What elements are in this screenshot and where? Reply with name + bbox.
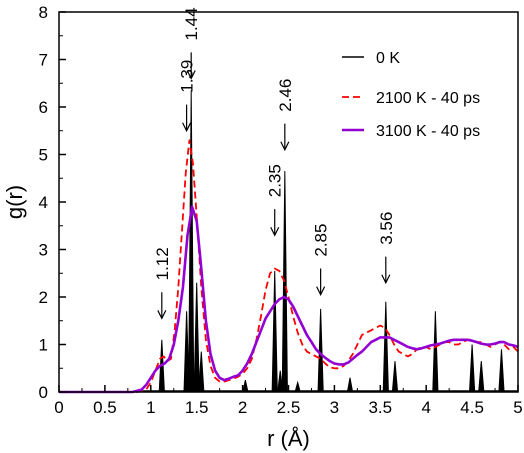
series-0k-peak-3 <box>193 282 200 393</box>
x-axis-ticks: 0 0.5 1 1.5 2 2.5 3 3.5 4 4.5 5 <box>54 385 523 417</box>
plot-frame <box>58 11 519 393</box>
annotation-arrowhead-0 <box>157 310 167 320</box>
x-tick-label: 0.5 <box>93 398 117 417</box>
series-0k-peak-13 <box>391 361 399 393</box>
series-0k-peak-15 <box>468 344 476 393</box>
annotation-arrowhead-1 <box>182 122 192 133</box>
legend-label-0k: 0 K <box>376 50 400 67</box>
series-0k-peak-2 <box>188 90 195 393</box>
x-tick-label: 1.5 <box>185 398 209 417</box>
x-tick-label: 2.5 <box>277 398 301 417</box>
y-tick-label: 4 <box>39 193 48 212</box>
y-tick-label: 5 <box>39 146 48 165</box>
annotation-arrowhead-5 <box>316 286 326 296</box>
series-0k-peak-9 <box>294 380 301 393</box>
series-0k-peak-14 <box>432 311 439 393</box>
y-tick-label: 2 <box>39 288 48 307</box>
x-tick-label: 3.5 <box>368 398 392 417</box>
series-2100k-line <box>59 139 519 393</box>
series-3100k-line <box>59 205 519 394</box>
annotation-arrowhead-4 <box>280 141 290 152</box>
annotation-arrowhead-2 <box>186 70 196 80</box>
annotation-arrowhead-6 <box>381 274 391 285</box>
x-tick-label: 2 <box>238 398 247 417</box>
series-0k-peak-17 <box>498 349 505 393</box>
series-0k-peak-12 <box>382 301 389 393</box>
annotation-label-0: 1.12 <box>153 247 172 280</box>
annotation-arrowhead-3 <box>270 226 280 237</box>
annotation-label-2: 1.44 <box>182 7 201 40</box>
annotation-label-6: 3.56 <box>377 212 396 245</box>
y-tick-label: 1 <box>39 336 48 355</box>
x-tick-label: 4 <box>421 398 430 417</box>
y-axis-title: g(r) <box>2 185 27 219</box>
series-0k-peak-11 <box>346 377 354 393</box>
y-tick-label: 6 <box>39 98 48 117</box>
legend: 0 K 2100 K - 40 ps 3100 K - 40 ps <box>342 50 480 140</box>
y-tick-label: 3 <box>39 241 48 260</box>
series-0k-peak-16 <box>478 361 485 393</box>
series-0k-peak-4 <box>198 351 205 393</box>
annotation-label-4: 2.46 <box>276 79 295 112</box>
x-tick-label: 0 <box>54 398 63 417</box>
y-tick-label: 7 <box>39 51 48 70</box>
annotation-label-3: 2.35 <box>266 164 285 197</box>
x-tick-label: 4.5 <box>460 398 484 417</box>
annotation-label-5: 2.85 <box>312 224 331 257</box>
legend-label-2100k: 2100 K - 40 ps <box>376 90 480 107</box>
peak-annotations: 1.12 1.39 1.44 2.35 2.46 2.85 3.56 <box>153 7 396 320</box>
y-tick-label: 0 <box>39 383 48 402</box>
annotation-label-1: 1.39 <box>178 60 197 93</box>
y-tick-label: 8 <box>39 3 48 22</box>
x-tick-label: 3 <box>330 398 339 417</box>
series-0k-peak-6 <box>271 270 278 393</box>
x-axis-title: r (Å) <box>267 426 310 451</box>
legend-label-3100k: 3100 K - 40 ps <box>376 123 480 140</box>
series-0k-peak-5 <box>242 380 249 393</box>
y-axis-ticks: 0 1 2 3 4 5 6 7 8 <box>39 3 66 402</box>
x-tick-label: 1 <box>146 398 155 417</box>
x-tick-label: 5 <box>513 398 522 417</box>
